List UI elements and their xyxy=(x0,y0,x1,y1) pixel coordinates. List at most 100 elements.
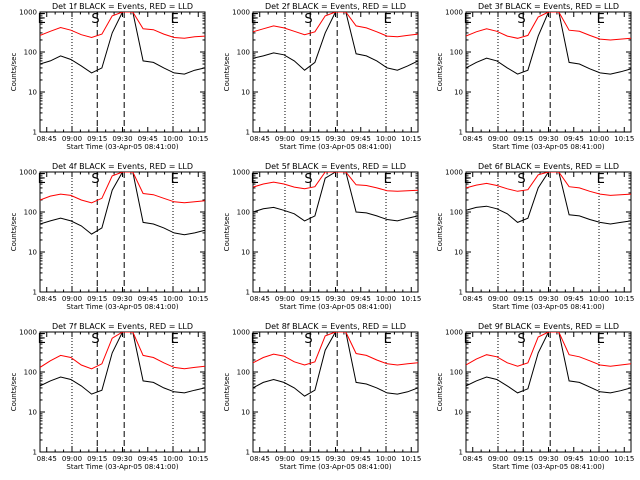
y-tick-label: 100 xyxy=(450,369,463,377)
x-tick-label: 09:00 xyxy=(488,135,508,143)
x-tick-label: 09:15 xyxy=(300,135,320,143)
x-axis-label: Start Time (03-Apr-05 08:41:00) xyxy=(66,303,178,311)
series-line-lld xyxy=(40,172,205,204)
plot-frame xyxy=(39,171,206,293)
series-line-lld xyxy=(40,332,205,370)
y-tick-label: 100 xyxy=(24,369,37,377)
marker-e: E xyxy=(38,332,46,347)
x-tick-label: 10:15 xyxy=(401,135,421,143)
y-tick-label: 1000 xyxy=(19,9,37,17)
marker-s: S xyxy=(304,12,312,27)
x-tick-label: 10:00 xyxy=(163,135,183,143)
x-tick-label: 10:00 xyxy=(163,455,183,463)
x-tick-label: 09:00 xyxy=(62,295,82,303)
x-tick-label: 09:30 xyxy=(538,135,558,143)
y-tick-label: 1 xyxy=(246,449,250,457)
series-line-events xyxy=(466,172,631,225)
x-axis-label: Start Time (03-Apr-05 08:41:00) xyxy=(66,463,178,471)
x-tick-label: 08:45 xyxy=(37,455,57,463)
x-tick-label: 08:45 xyxy=(250,295,270,303)
marker-s: S xyxy=(517,172,525,187)
marker-e: E xyxy=(384,332,392,347)
series-line-events xyxy=(253,332,418,397)
x-tick-label: 09:00 xyxy=(62,455,82,463)
chart-panel-1: Det 1f BLACK = Events, RED = LLD 1 10 100 10… xyxy=(10,2,208,151)
y-tick-label: 1 xyxy=(33,449,37,457)
x-tick-label: 10:00 xyxy=(163,295,183,303)
chart-title: Det 7f BLACK = Events, RED = LLD xyxy=(52,322,193,331)
y-tick-label: 10 xyxy=(454,89,463,97)
chart-title: Det 9f BLACK = Events, RED = LLD xyxy=(478,322,619,331)
marker-e: E xyxy=(384,172,392,187)
x-tick-label: 08:45 xyxy=(463,455,483,463)
x-tick-label: 09:00 xyxy=(62,135,82,143)
x-tick-label: 09:15 xyxy=(300,455,320,463)
y-tick-label: 1000 xyxy=(19,329,37,337)
chart-title: Det 2f BLACK = Events, RED = LLD xyxy=(265,2,406,11)
marker-e: E xyxy=(251,172,259,187)
y-tick-label: 1000 xyxy=(445,9,463,17)
marker-s: S xyxy=(304,172,312,187)
x-tick-label: 09:30 xyxy=(112,295,132,303)
x-axis-label: Start Time (03-Apr-05 08:41:00) xyxy=(492,303,604,311)
x-tick-label: 08:45 xyxy=(250,455,270,463)
chart-panel-4: Det 4f BLACK = Events, RED = LLD 1 10 100 10… xyxy=(10,162,208,311)
y-tick-label: 1 xyxy=(246,289,250,297)
chart-title: Det 6f BLACK = Events, RED = LLD xyxy=(478,162,619,171)
chart-panel-8: Det 8f BLACK = Events, RED = LLD 1 10 100 10… xyxy=(223,322,421,471)
y-axis-label: Counts/sec xyxy=(223,373,231,412)
y-tick-label: 100 xyxy=(24,49,37,57)
x-tick-label: 09:30 xyxy=(325,135,345,143)
y-tick-label: 100 xyxy=(24,209,37,217)
x-tick-label: 10:00 xyxy=(376,295,396,303)
y-axis-label: Counts/sec xyxy=(10,53,18,92)
x-tick-label: 09:45 xyxy=(351,135,371,143)
chart-panel-7: Det 7f BLACK = Events, RED = LLD 1 10 100 10… xyxy=(10,322,208,471)
marker-e: E xyxy=(597,172,605,187)
y-tick-label: 100 xyxy=(237,49,250,57)
y-tick-label: 1000 xyxy=(232,329,250,337)
marker-e: E xyxy=(597,332,605,347)
series-line-lld xyxy=(253,172,418,192)
y-tick-label: 1 xyxy=(33,289,37,297)
y-tick-label: 10 xyxy=(28,249,37,257)
x-tick-label: 09:45 xyxy=(564,135,584,143)
x-tick-label: 09:00 xyxy=(275,295,295,303)
marker-e: E xyxy=(251,332,259,347)
y-tick-label: 10 xyxy=(454,409,463,417)
marker-s: S xyxy=(91,172,99,187)
y-tick-label: 10 xyxy=(241,89,250,97)
x-tick-label: 09:45 xyxy=(138,295,158,303)
x-tick-label: 08:45 xyxy=(37,135,57,143)
x-tick-label: 08:45 xyxy=(37,295,57,303)
x-tick-label: 10:15 xyxy=(401,295,421,303)
x-tick-label: 10:00 xyxy=(589,135,609,143)
x-tick-label: 10:15 xyxy=(188,455,208,463)
x-tick-label: 09:30 xyxy=(538,295,558,303)
x-tick-label: 09:00 xyxy=(275,455,295,463)
x-tick-label: 09:15 xyxy=(300,295,320,303)
x-tick-label: 10:00 xyxy=(376,455,396,463)
series-line-lld xyxy=(253,332,418,366)
x-tick-label: 09:30 xyxy=(325,295,345,303)
x-tick-label: 09:30 xyxy=(112,135,132,143)
series-line-events xyxy=(40,172,205,236)
x-tick-label: 08:45 xyxy=(463,295,483,303)
y-tick-label: 10 xyxy=(28,409,37,417)
x-tick-label: 09:15 xyxy=(87,295,107,303)
x-axis-label: Start Time (03-Apr-05 08:41:00) xyxy=(492,463,604,471)
chart-panel-2: Det 2f BLACK = Events, RED = LLD 1 10 100 10… xyxy=(223,2,421,151)
y-tick-label: 1000 xyxy=(19,169,37,177)
series-line-events xyxy=(253,12,418,71)
marker-s: S xyxy=(517,332,525,347)
x-tick-label: 09:15 xyxy=(513,295,533,303)
y-axis-label: Counts/sec xyxy=(223,213,231,252)
x-tick-label: 09:30 xyxy=(538,455,558,463)
x-tick-label: 10:15 xyxy=(401,455,421,463)
plot-frame xyxy=(39,11,206,133)
marker-e: E xyxy=(597,12,605,27)
chart-title: Det 4f BLACK = Events, RED = LLD xyxy=(52,162,193,171)
chart-title: Det 3f BLACK = Events, RED = LLD xyxy=(478,2,619,11)
marker-e: E xyxy=(251,12,259,27)
y-tick-label: 10 xyxy=(241,409,250,417)
